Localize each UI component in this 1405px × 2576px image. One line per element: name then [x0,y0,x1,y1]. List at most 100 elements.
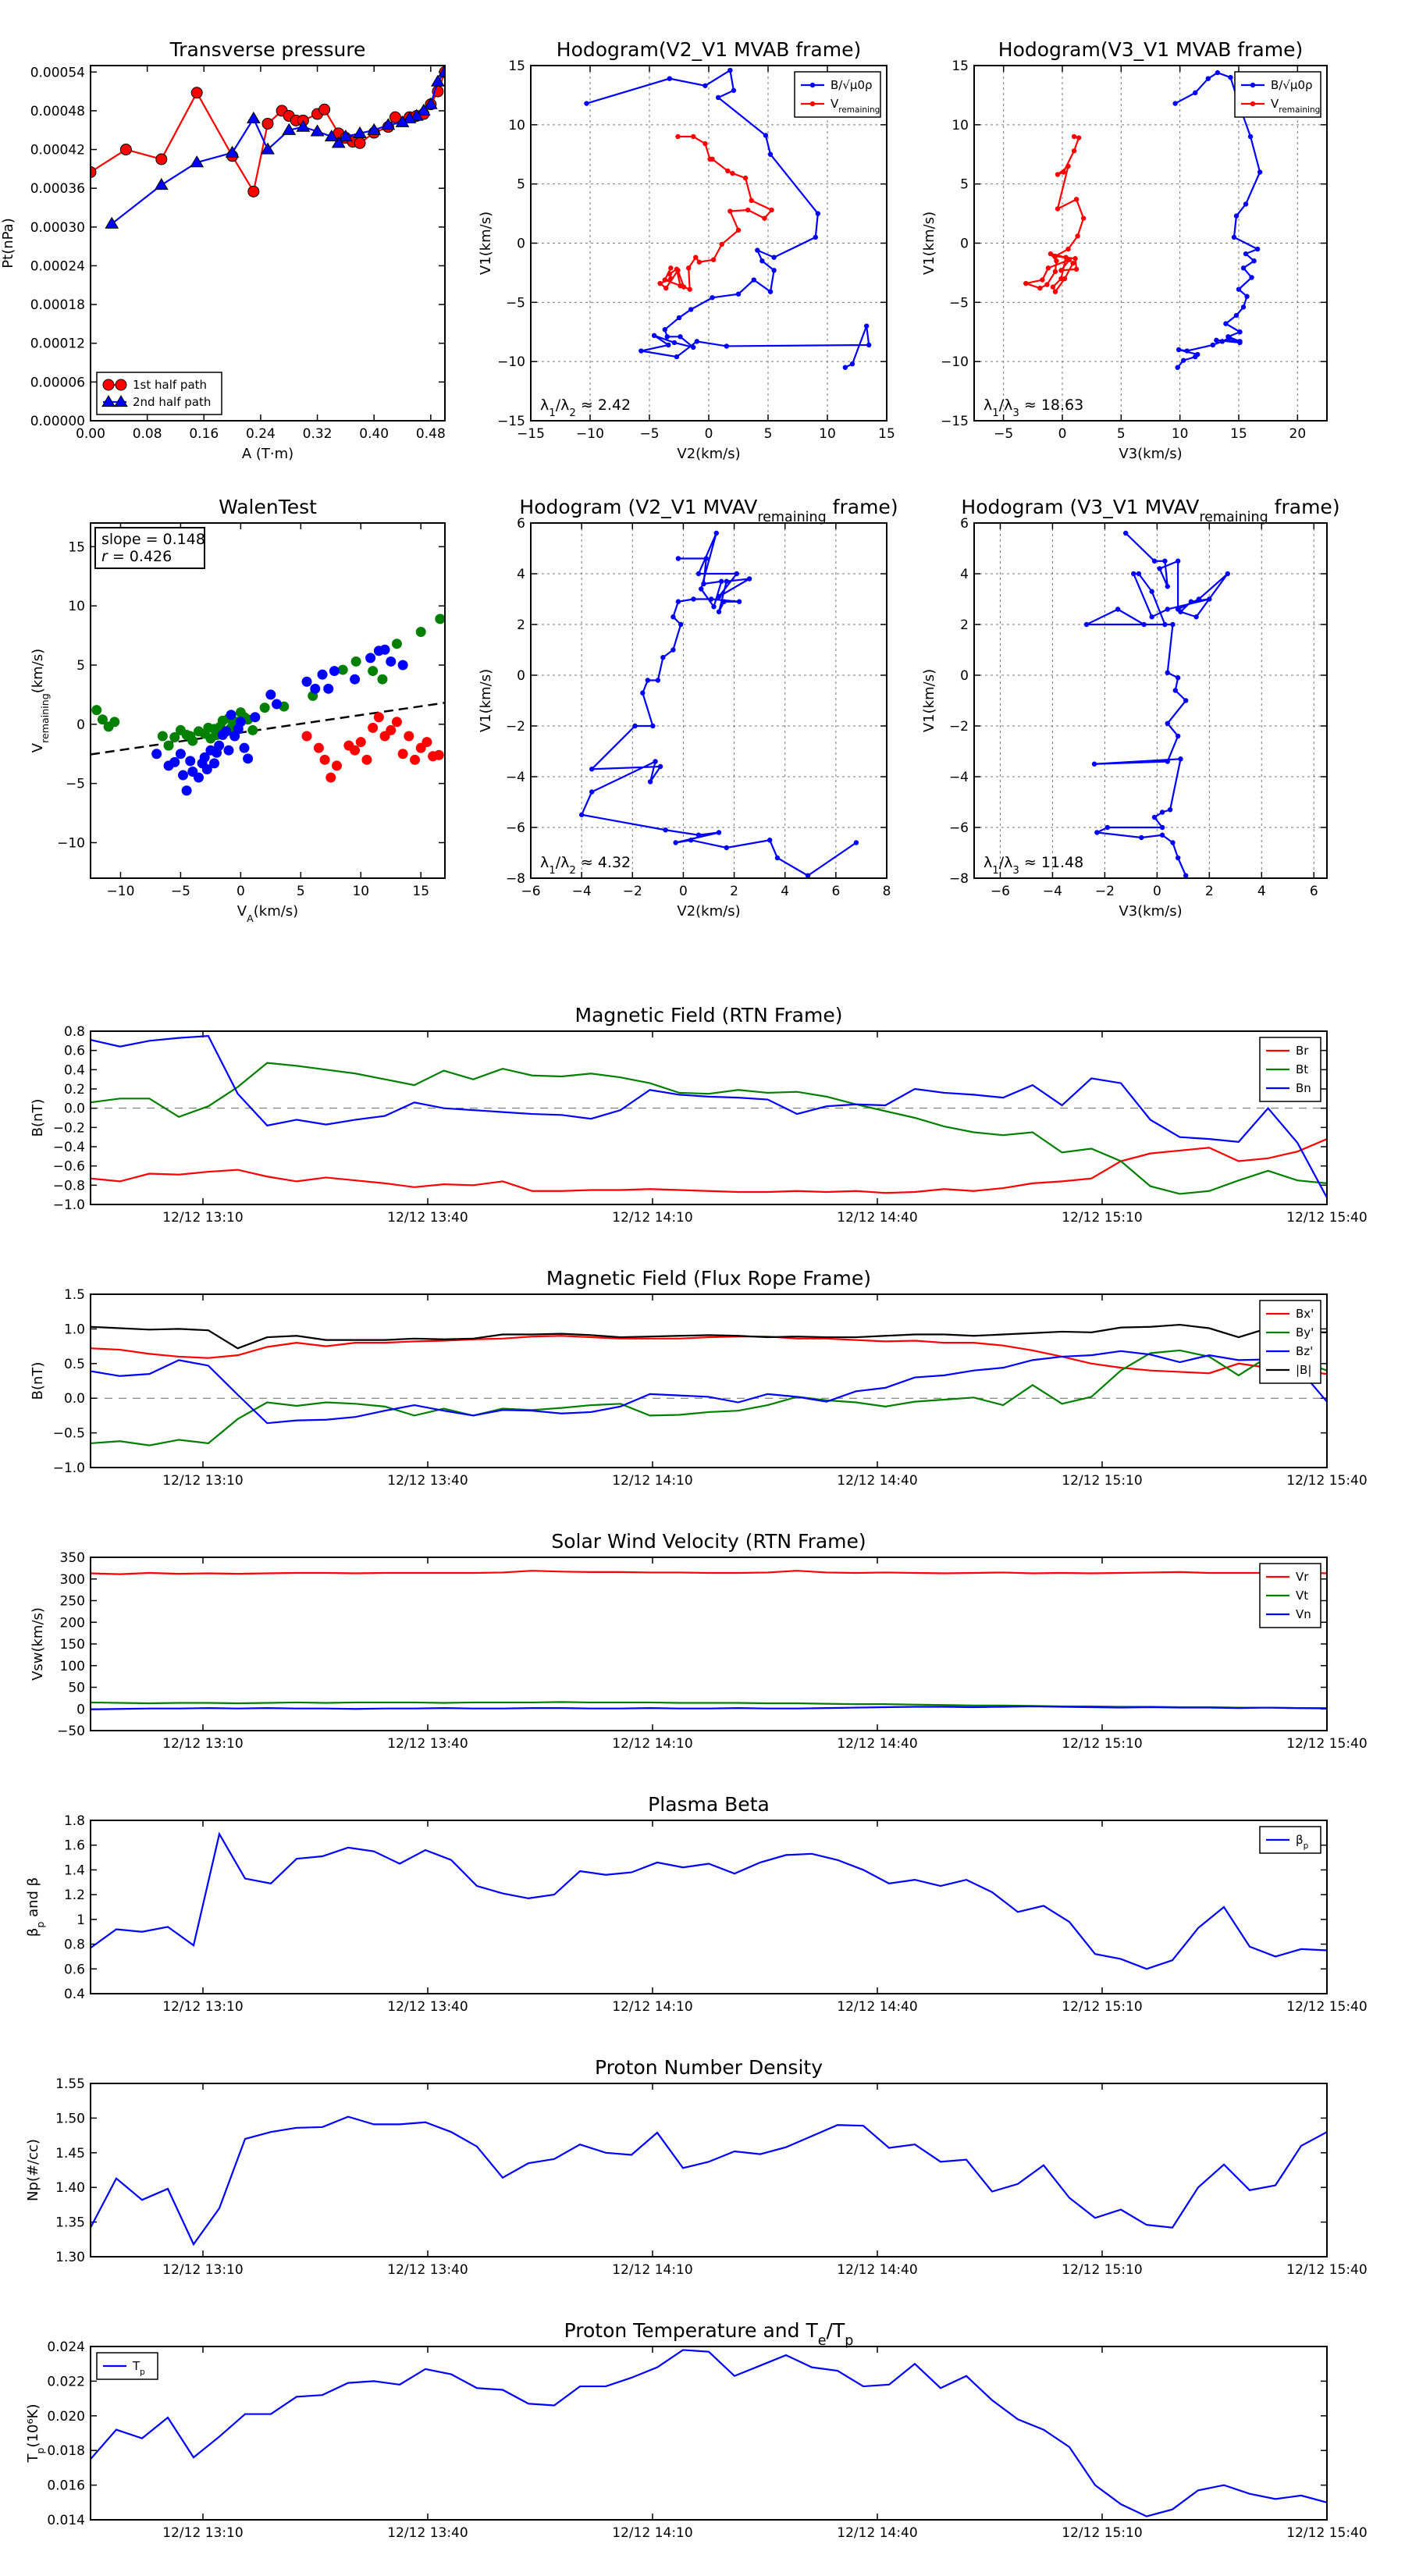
legend-marker [114,395,128,407]
series-b-0--point [1244,294,1250,299]
series-0-point [657,763,663,770]
series-2-point [386,724,397,735]
plot-area [91,2115,1327,2247]
legend-label: Vt [1296,1589,1308,1603]
y-tick-label: 0.024 [47,2339,85,2355]
series-0-point [1167,807,1173,813]
series-0-point [724,578,729,584]
series-0-point [734,571,740,577]
series-2nd-half-path-point [225,145,240,158]
series-1-point [379,644,390,655]
chart-title: Plasma Beta [648,1793,770,1816]
stats-line: r = 0.426 [101,548,172,565]
series-b-0--point [1205,76,1211,81]
y-tick-label: −5 [949,295,969,311]
plot-frame [90,1030,1328,1205]
series-2nd-half-path-point [402,111,417,123]
series-0-point [337,664,348,675]
series-0-point [1159,832,1165,838]
series-0-point [1188,599,1194,604]
x-tick-label: 12/12 15:40 [1286,1473,1367,1489]
series-b-0--point [1180,358,1186,363]
x-tick-label: −2 [1095,884,1115,899]
legend-label: Br [1296,1044,1309,1058]
series-0-point [1178,756,1183,762]
y-tick-label: 1.40 [55,2180,85,2196]
series-1st-half-path-point [354,137,366,149]
legend-label: Bx' [1296,1307,1314,1321]
x-tick-label: 12/12 14:10 [612,1999,692,2015]
series-b-0--point [1243,251,1249,257]
series-v-remaining-point [1040,277,1045,283]
series-2nd-half-path-point [190,155,205,168]
series-v-remaining-point [742,175,749,181]
y-tick-label: 0.00012 [30,336,85,352]
series-v-remaining-point [1061,169,1066,175]
x-tick-label: −5 [639,426,659,442]
series-0-point [1165,759,1170,764]
series-b-0--point [724,343,729,349]
series-0-point [1170,840,1176,845]
series-v-remaining-point [1075,233,1080,239]
plot-area [91,614,445,796]
x-tick-label: 12/12 14:10 [612,2525,692,2541]
series-2nd-half-path-point [296,119,311,132]
y-tick-label: 0.4 [64,1062,85,1078]
series--p-line [91,1831,1327,1970]
y-tick-label: 0 [960,237,969,252]
y-tick-label: 0.00006 [30,375,85,390]
y-tick-label: 0.00036 [30,181,85,197]
chart-hodo2: Hodogram(V3_V1 MVAB frame) −5 0 5 10 15 20 −15 −… [921,38,1328,462]
series-2-point [422,737,432,748]
series-0-point [663,827,668,833]
y-tick-label: 5 [960,177,969,193]
legend-label: Vremaining [831,97,880,115]
y-tick-label: −1.0 [53,1197,85,1213]
ratio-annotation: λ1/λ3 ≈ 18.63 [984,397,1083,419]
y-tick-label: 1.8 [64,1813,85,1829]
series-2-point [355,737,366,748]
ratio-annotation: λ1/λ2 ≈ 4.32 [540,854,631,877]
legend-label: Tp [132,2359,145,2377]
legend-box [96,372,222,415]
chart-transverse: Transverse pressure 0.00 0.08 0.16 0.24 0.32 0… [0,38,446,462]
chart-title: Hodogram (V3_V1 MVAVremaining frame) [961,496,1339,525]
series-0-point [350,656,361,667]
series-0-point [640,690,646,696]
y-tick-label: 150 [60,1637,85,1653]
y-tick-label: 0.020 [47,2409,85,2425]
x-tick-label: −2 [623,884,642,899]
series-b-0--point [702,83,708,88]
x-tick-label: 12/12 13:10 [162,2262,243,2278]
series-0-point [1131,571,1136,577]
series-2nd-half-path-point [438,66,445,77]
series-v-remaining-point [745,207,751,213]
y-axis-label: B(nT) [30,1362,46,1400]
legend-label: Bn [1296,1081,1311,1095]
series-0-point [1193,614,1199,620]
series-b-0--point [666,342,671,348]
series-2nd-half-path-point [246,111,261,123]
x-axis-label: V2(km/s) [677,903,740,920]
y-tick-label: 100 [60,1659,85,1674]
series-b-0--point [1240,304,1247,310]
plot-area [91,1831,1327,1970]
series-b-0--point [771,268,777,273]
plot-frame [90,2346,1328,2521]
series-b-0--point [1219,339,1225,344]
series-0-point [653,759,658,764]
y-tick-label: −0.2 [53,1120,85,1136]
series-1-point [329,666,340,677]
series-b-0--point [1249,275,1254,280]
plot-area [91,1570,1327,1710]
x-tick-label: 12/12 15:10 [1062,2262,1142,2278]
legend: βp [1259,1826,1321,1854]
y-tick-label: 1.5 [64,1287,85,1303]
x-tick-label: 12/12 14:40 [837,2262,917,2278]
y-tick-label: 0.6 [64,1044,85,1059]
series-0-point [1159,809,1165,815]
x-tick-label: 12/12 14:40 [837,1999,917,2015]
series-2nd-half-path-point [381,118,396,130]
legend-marker [809,82,816,88]
